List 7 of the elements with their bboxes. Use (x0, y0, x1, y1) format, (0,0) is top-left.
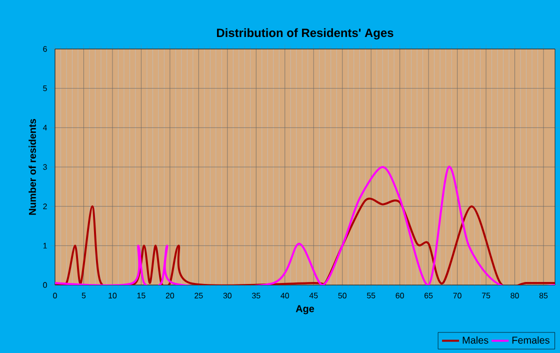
line-series (55, 198, 555, 285)
x-axis-title: Age (296, 305, 314, 314)
y-axis-title: Number of residents (28, 118, 36, 215)
chart-title: Distribution of Residents' Ages (217, 28, 394, 40)
line-series (55, 166, 555, 285)
legend-label: Females (512, 336, 550, 344)
legend-label: Males (462, 336, 488, 344)
